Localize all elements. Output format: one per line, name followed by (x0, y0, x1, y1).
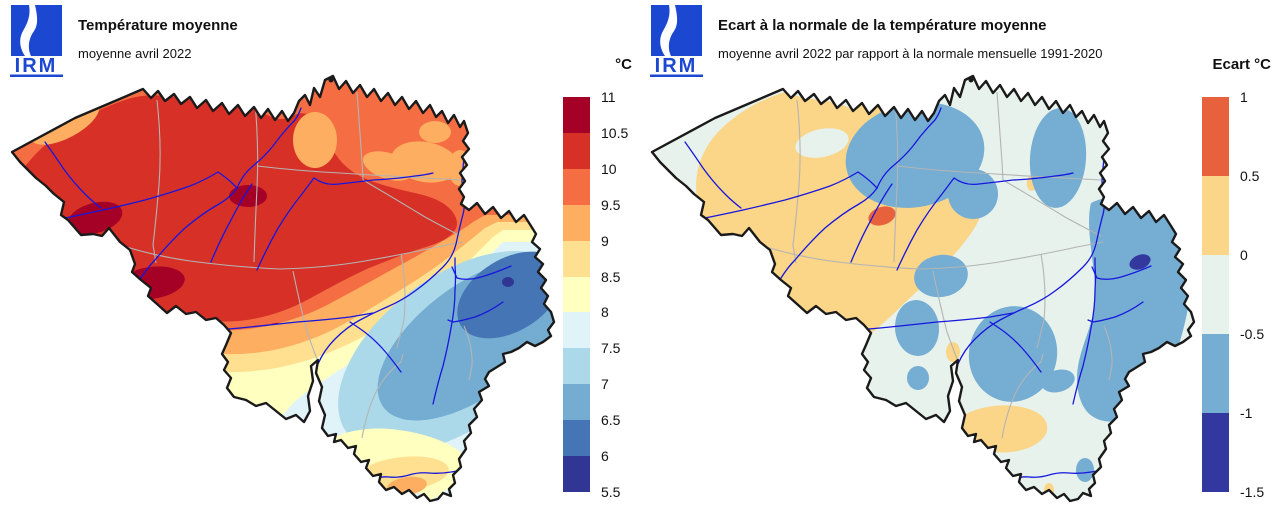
legend-tick-label: 0.5 (1240, 168, 1260, 184)
legend-tick-label: -1.5 (1240, 484, 1265, 500)
legend-segment (1202, 255, 1229, 334)
left-svg (10, 74, 556, 503)
contour-region (396, 381, 454, 419)
left-legend-title: °C (615, 56, 632, 73)
legend-tick-label: -1 (1240, 405, 1253, 421)
contour-region (448, 150, 472, 186)
legend-tick-label: 9.5 (601, 196, 621, 213)
contour-region (894, 300, 940, 356)
legend-tick-label: 0 (1240, 247, 1248, 263)
contour-region (914, 254, 968, 298)
logo-underline (650, 74, 703, 77)
legend-tick-label: -0.5 (1240, 326, 1265, 342)
contour-region (795, 128, 849, 158)
logo-text: IRM (655, 55, 698, 77)
legend-segment (563, 384, 590, 421)
logo-shape-left (11, 5, 30, 56)
left-legend: 11 10.5 10 9.5 9 8.5 8 7.5 7 6.5 6 5.5 (563, 89, 653, 500)
left-map-title: Température moyenne (78, 17, 238, 34)
right-legend: 1 0.5 0 -0.5 -1 -1.5 (1202, 89, 1280, 500)
right-legend-title: Ecart °C (1212, 56, 1271, 73)
legend-segment (1202, 97, 1229, 176)
legend-segment (1202, 413, 1229, 492)
right-map-title: Ecart à la normale de la température moy… (718, 17, 1047, 34)
legend-segment (563, 276, 590, 313)
legend-tick-label: 8.5 (601, 268, 621, 285)
contour-region (968, 306, 1058, 402)
logo-underline (10, 74, 63, 77)
contour-region (1041, 369, 1075, 393)
temperature-field (12, 76, 554, 501)
legend-segment (563, 240, 590, 277)
logo-shape-right (668, 5, 702, 56)
irm-logo-svg: IRM (650, 5, 703, 77)
right-svg (650, 74, 1196, 503)
country-outline (10, 74, 556, 503)
legend-segment (563, 132, 590, 169)
legend-segment (1202, 334, 1229, 413)
legend-segment (563, 168, 590, 205)
legend-segment (563, 312, 590, 349)
legend-tick-label: 10.5 (601, 124, 629, 141)
irm-logo: IRM (8, 4, 66, 78)
contour-region (391, 141, 459, 183)
legend-tick-label: 1 (1240, 89, 1248, 105)
contour-region (229, 185, 267, 207)
contour-region (502, 277, 514, 287)
legend-color-bar (1202, 97, 1229, 492)
country-outline (650, 74, 1196, 503)
contour-region (1029, 108, 1087, 208)
anomaly-map (645, 70, 1200, 512)
legend-tick-label: 8 (601, 304, 609, 321)
legend-segment (563, 204, 590, 241)
irm-logo-svg: IRM (10, 5, 63, 77)
baarle-enclave-dot (328, 77, 334, 83)
legend-tick-label: 7.5 (601, 340, 621, 357)
legend-segment (563, 420, 590, 457)
legend-segment (563, 97, 590, 133)
legend-segment (563, 456, 590, 492)
contour-region (52, 94, 74, 110)
legend-tick-label: 6 (601, 448, 609, 465)
logo-shape-right (28, 5, 62, 56)
legend-tick-label: 6.5 (601, 412, 621, 429)
contour-region (330, 447, 356, 465)
logo-shape-left (651, 5, 670, 56)
legend-segment (563, 348, 590, 385)
contour-region (948, 169, 998, 219)
legend-tick-label: 10 (601, 160, 617, 177)
logo-text: IRM (15, 55, 58, 77)
province-borders (762, 91, 1113, 439)
contour-region (457, 251, 554, 339)
legend-tick-label: 9 (601, 232, 609, 249)
right-map-subtitle: moyenne avril 2022 par rapport à la norm… (718, 46, 1103, 61)
legend-color-bar (563, 97, 590, 492)
legend-tick-label: 5.5 (601, 484, 621, 500)
province-borders (122, 91, 473, 439)
irm-logo: IRM (648, 4, 706, 78)
contour-region (419, 121, 451, 143)
legend-segment (1202, 176, 1229, 255)
contour-region (1129, 254, 1151, 270)
left-map-subtitle: moyenne avril 2022 (78, 46, 192, 61)
contour-region (293, 112, 337, 168)
temperature-map (5, 70, 560, 512)
contour-region (67, 201, 123, 235)
anomaly-field (652, 76, 1194, 501)
legend-tick-label: 7 (601, 376, 609, 393)
contour-region (907, 366, 929, 390)
legend-tick-label: 11 (601, 89, 616, 105)
baarle-enclave-dot (968, 77, 974, 83)
contour-region (1076, 458, 1094, 482)
